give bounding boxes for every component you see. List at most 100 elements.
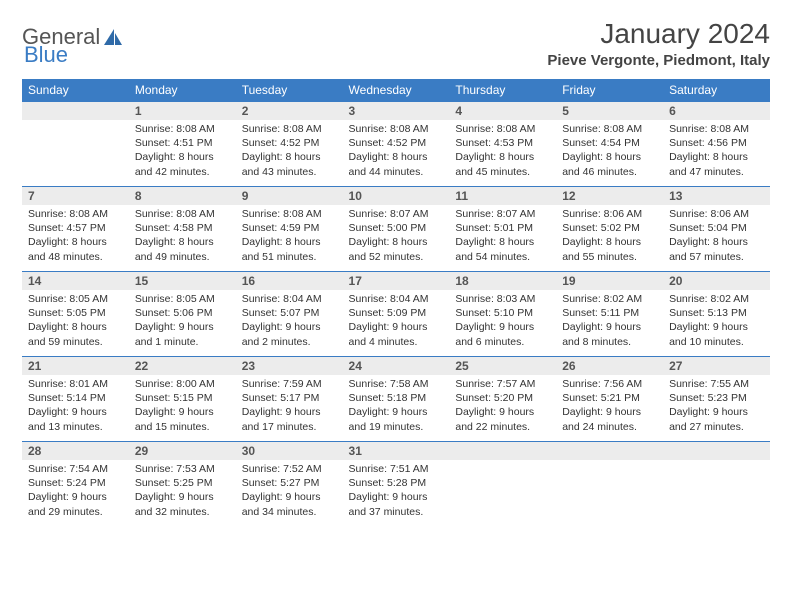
day-detail-line: and 46 minutes. [562,165,657,179]
day-detail-line: Sunrise: 8:02 AM [669,292,764,306]
calendar-day-cell: 30Sunrise: 7:52 AMSunset: 5:27 PMDayligh… [236,442,343,527]
day-details: Sunrise: 8:08 AMSunset: 4:53 PMDaylight:… [449,120,556,183]
day-number: 7 [22,187,129,205]
day-number: 23 [236,357,343,375]
day-detail-line: Sunrise: 8:00 AM [135,377,230,391]
day-detail-line: Sunset: 4:52 PM [349,136,444,150]
calendar-day-cell: 18Sunrise: 8:03 AMSunset: 5:10 PMDayligh… [449,272,556,357]
day-detail-line: Sunrise: 8:07 AM [349,207,444,221]
day-number: 29 [129,442,236,460]
day-details: Sunrise: 7:59 AMSunset: 5:17 PMDaylight:… [236,375,343,438]
logo-sail-icon [102,27,124,47]
calendar-day-cell: 26Sunrise: 7:56 AMSunset: 5:21 PMDayligh… [556,357,663,442]
day-detail-line: Sunset: 5:18 PM [349,391,444,405]
day-detail-line: Sunset: 4:58 PM [135,221,230,235]
calendar-day-cell: 20Sunrise: 8:02 AMSunset: 5:13 PMDayligh… [663,272,770,357]
calendar-table: Sunday Monday Tuesday Wednesday Thursday… [22,79,770,527]
day-details: Sunrise: 7:56 AMSunset: 5:21 PMDaylight:… [556,375,663,438]
day-detail-line: Sunset: 4:52 PM [242,136,337,150]
day-details: Sunrise: 7:53 AMSunset: 5:25 PMDaylight:… [129,460,236,523]
day-detail-line: Daylight: 9 hours [135,490,230,504]
calendar-day-cell: 15Sunrise: 8:05 AMSunset: 5:06 PMDayligh… [129,272,236,357]
day-detail-line: Sunrise: 8:01 AM [28,377,123,391]
calendar-day-cell: 2Sunrise: 8:08 AMSunset: 4:52 PMDaylight… [236,102,343,187]
calendar-day-cell: 25Sunrise: 7:57 AMSunset: 5:20 PMDayligh… [449,357,556,442]
day-detail-line: Daylight: 9 hours [349,320,444,334]
day-detail-line: Sunset: 5:21 PM [562,391,657,405]
day-number: 9 [236,187,343,205]
day-number-blank [663,442,770,460]
day-details: Sunrise: 8:02 AMSunset: 5:11 PMDaylight:… [556,290,663,353]
day-detail-line: Sunset: 4:57 PM [28,221,123,235]
day-detail-line: Sunrise: 8:03 AM [455,292,550,306]
day-detail-line: and 10 minutes. [669,335,764,349]
day-detail-line: and 43 minutes. [242,165,337,179]
day-details: Sunrise: 8:01 AMSunset: 5:14 PMDaylight:… [22,375,129,438]
day-detail-line: Sunset: 4:56 PM [669,136,764,150]
day-detail-line: and 19 minutes. [349,420,444,434]
weekday-header: Thursday [449,79,556,102]
day-detail-line: Sunset: 5:11 PM [562,306,657,320]
day-detail-line: Daylight: 9 hours [242,490,337,504]
day-detail-line: Daylight: 9 hours [669,405,764,419]
day-detail-line: and 44 minutes. [349,165,444,179]
day-details: Sunrise: 8:06 AMSunset: 5:04 PMDaylight:… [663,205,770,268]
calendar-day-cell: 22Sunrise: 8:00 AMSunset: 5:15 PMDayligh… [129,357,236,442]
day-detail-line: and 32 minutes. [135,505,230,519]
day-detail-line: and 51 minutes. [242,250,337,264]
day-detail-line: Sunrise: 8:08 AM [242,122,337,136]
day-detail-line: Daylight: 9 hours [28,490,123,504]
day-detail-line: and 59 minutes. [28,335,123,349]
day-detail-line: Daylight: 9 hours [242,405,337,419]
weekday-header: Saturday [663,79,770,102]
day-detail-line: Sunset: 5:14 PM [28,391,123,405]
calendar-week-row: 28Sunrise: 7:54 AMSunset: 5:24 PMDayligh… [22,442,770,527]
day-detail-line: Daylight: 9 hours [669,320,764,334]
day-number: 12 [556,187,663,205]
day-detail-line: Sunset: 5:09 PM [349,306,444,320]
day-detail-line: Sunset: 5:00 PM [349,221,444,235]
calendar-day-cell: 14Sunrise: 8:05 AMSunset: 5:05 PMDayligh… [22,272,129,357]
day-detail-line: Sunset: 5:05 PM [28,306,123,320]
day-detail-line: Sunset: 4:54 PM [562,136,657,150]
day-detail-line: Sunset: 5:06 PM [135,306,230,320]
day-number: 2 [236,102,343,120]
day-detail-line: Daylight: 8 hours [28,320,123,334]
calendar-day-cell: 11Sunrise: 8:07 AMSunset: 5:01 PMDayligh… [449,187,556,272]
day-detail-line: Sunrise: 7:56 AM [562,377,657,391]
day-detail-line: Sunrise: 8:08 AM [135,207,230,221]
day-details: Sunrise: 8:05 AMSunset: 5:06 PMDaylight:… [129,290,236,353]
calendar-day-cell [556,442,663,527]
day-detail-line: Daylight: 8 hours [562,235,657,249]
day-detail-line: Sunset: 4:59 PM [242,221,337,235]
day-details: Sunrise: 8:08 AMSunset: 4:51 PMDaylight:… [129,120,236,183]
day-detail-line: Sunset: 5:17 PM [242,391,337,405]
day-number-blank [449,442,556,460]
calendar-day-cell: 10Sunrise: 8:07 AMSunset: 5:00 PMDayligh… [343,187,450,272]
weekday-header: Sunday [22,79,129,102]
day-detail-line: and 48 minutes. [28,250,123,264]
day-number: 13 [663,187,770,205]
day-detail-line: Sunrise: 7:54 AM [28,462,123,476]
day-detail-line: Daylight: 9 hours [562,320,657,334]
day-number: 15 [129,272,236,290]
day-detail-line: Sunset: 5:02 PM [562,221,657,235]
day-number: 14 [22,272,129,290]
calendar-day-cell: 23Sunrise: 7:59 AMSunset: 5:17 PMDayligh… [236,357,343,442]
day-number: 24 [343,357,450,375]
day-detail-line: and 2 minutes. [242,335,337,349]
day-detail-line: Sunrise: 8:04 AM [242,292,337,306]
calendar-week-row: 7 Sunrise: 8:08 AM Sunset: 4:57 PM Daylight… [22,187,770,272]
calendar-day-cell: 12Sunrise: 8:06 AMSunset: 5:02 PMDayligh… [556,187,663,272]
day-details: Sunrise: 8:08 AMSunset: 4:52 PMDaylight:… [236,120,343,183]
calendar-day-cell: 4Sunrise: 8:08 AMSunset: 4:53 PMDaylight… [449,102,556,187]
day-detail-line: Daylight: 8 hours [242,235,337,249]
day-number: 18 [449,272,556,290]
day-detail-line: Sunrise: 7:53 AM [135,462,230,476]
day-detail-line: and 45 minutes. [455,165,550,179]
day-number: 28 [22,442,129,460]
day-detail-line: and 22 minutes. [455,420,550,434]
calendar-day-cell [663,442,770,527]
day-detail-line: and 24 minutes. [562,420,657,434]
day-details: Sunrise: 8:07 AMSunset: 5:00 PMDaylight:… [343,205,450,268]
